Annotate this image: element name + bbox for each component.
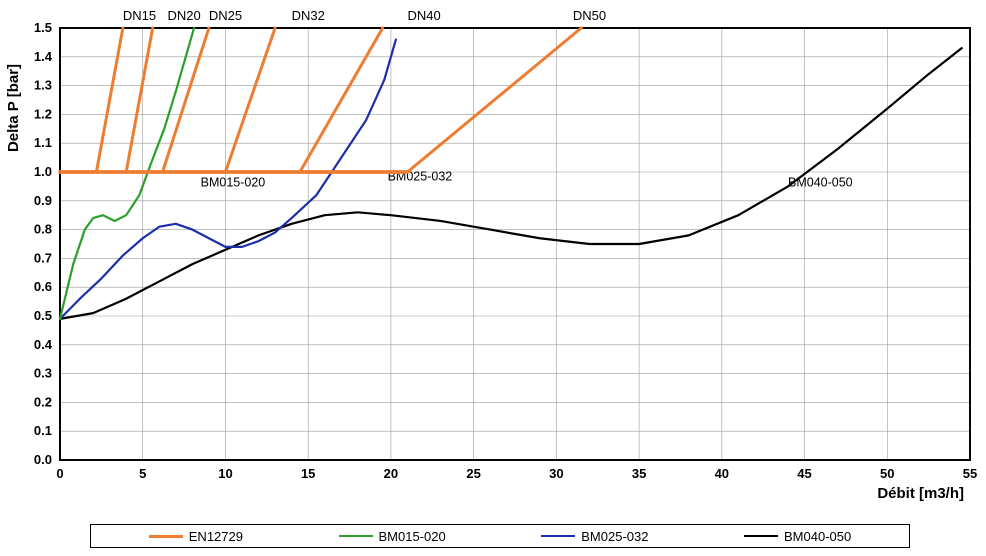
legend-item: BM040-050 <box>744 529 851 544</box>
y-tick-label: 0.7 <box>34 250 52 265</box>
x-tick-label: 25 <box>466 466 480 481</box>
x-tick-label: 45 <box>797 466 811 481</box>
y-tick-label: 1.1 <box>34 135 52 150</box>
y-tick-label: 0.4 <box>34 337 53 352</box>
x-tick-label: 55 <box>963 466 977 481</box>
legend-swatch <box>339 535 373 537</box>
dn-label: DN40 <box>407 8 440 23</box>
x-tick-label: 0 <box>56 466 63 481</box>
y-axis-label: Delta P [bar] <box>5 64 22 152</box>
x-tick-label: 30 <box>549 466 563 481</box>
x-tick-label: 10 <box>218 466 232 481</box>
dn-label: DN20 <box>168 8 201 23</box>
dn-label: DN32 <box>292 8 325 23</box>
y-tick-label: 0.6 <box>34 279 52 294</box>
y-tick-label: 0.5 <box>34 308 52 323</box>
dn-label: DN25 <box>209 8 242 23</box>
x-tick-label: 35 <box>632 466 646 481</box>
dn-label: DN50 <box>573 8 606 23</box>
legend-label: EN12729 <box>189 529 243 544</box>
legend-item: BM015-020 <box>339 529 446 544</box>
y-tick-label: 1.4 <box>34 49 53 64</box>
pressure-drop-chart: 0 5 10 15 20 25 30 35 40 45 50 55 0.0 0.1 0.2 0.3 0.4 0.5… <box>0 0 986 556</box>
x-tick-label: 50 <box>880 466 894 481</box>
y-tick-label: 1.0 <box>34 164 52 179</box>
legend-item: EN12729 <box>149 529 243 544</box>
y-tick-label: 0.9 <box>34 193 52 208</box>
x-tick-label: 20 <box>384 466 398 481</box>
series-label: BM015-020 <box>201 175 266 189</box>
chart-container: { "chart": { "type": "line", "layout": {… <box>0 0 986 556</box>
legend-swatch <box>744 535 778 537</box>
legend-label: BM040-050 <box>784 529 851 544</box>
legend-swatch <box>541 535 575 537</box>
x-axis-label: Débit [m3/h] <box>877 485 964 502</box>
y-tick-label: 0.8 <box>34 222 52 237</box>
y-tick-label: 1.5 <box>34 20 52 35</box>
legend-label: BM015-020 <box>379 529 446 544</box>
series-label: BM040-050 <box>788 175 853 189</box>
x-tick-label: 15 <box>301 466 315 481</box>
x-tick-label: 40 <box>715 466 729 481</box>
y-tick-label: 1.2 <box>34 106 52 121</box>
y-tick-label: 0.2 <box>34 394 52 409</box>
legend-label: BM025-032 <box>581 529 648 544</box>
legend: EN12729 BM015-020 BM025-032 BM040-050 <box>90 524 910 548</box>
legend-item: BM025-032 <box>541 529 648 544</box>
y-tick-label: 0.1 <box>34 423 52 438</box>
legend-swatch <box>149 535 183 538</box>
y-tick-label: 0.3 <box>34 366 52 381</box>
y-tick-label: 0.0 <box>34 452 52 467</box>
dn-label: DN15 <box>123 8 156 23</box>
y-tick-label: 1.3 <box>34 78 52 93</box>
x-tick-label: 5 <box>139 466 146 481</box>
